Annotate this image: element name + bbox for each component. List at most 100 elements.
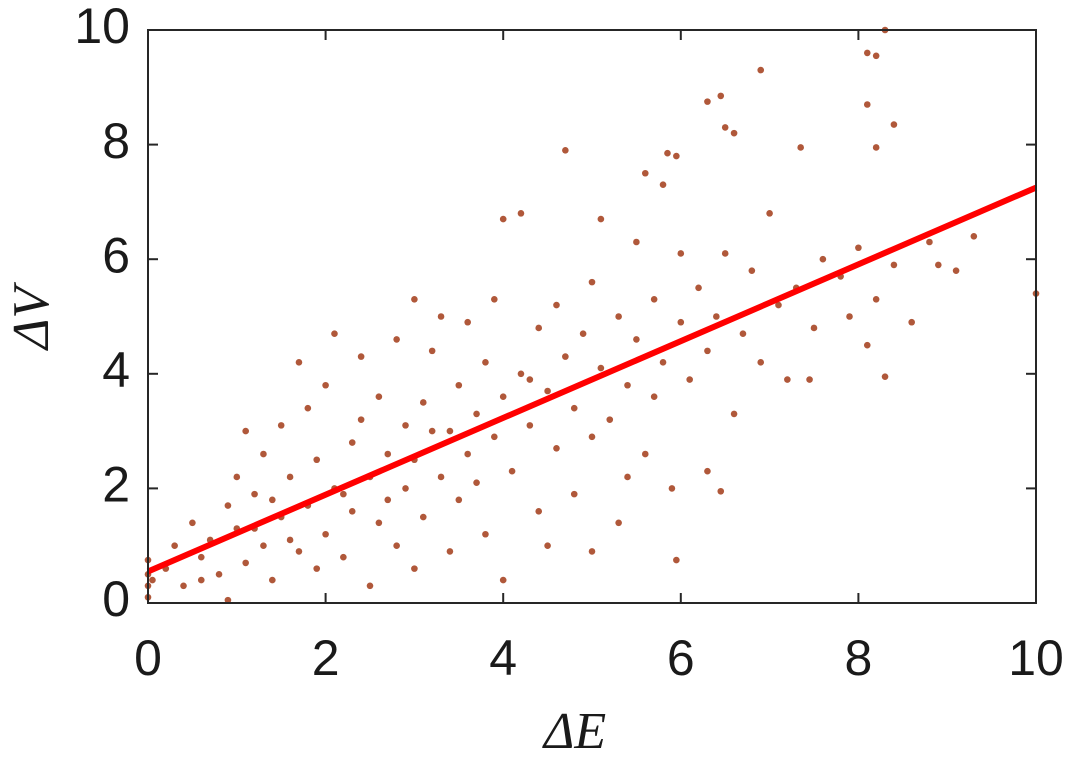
scatter-point	[673, 152, 680, 160]
scatter-point	[482, 530, 489, 538]
scatter-point	[588, 548, 596, 555]
scatter-point	[384, 450, 392, 458]
scatter-point	[704, 98, 711, 105]
scatter-point	[499, 393, 507, 401]
scatter-point	[863, 101, 871, 108]
y-tick-label: 4	[102, 342, 130, 398]
scatter-point	[340, 553, 347, 561]
scatter-point	[562, 353, 569, 360]
scatter-point	[606, 416, 614, 423]
scatter-point	[863, 49, 871, 57]
scatter-point	[757, 359, 765, 366]
scatter-point	[286, 473, 294, 481]
scatter-point	[717, 92, 725, 100]
scatter-point	[242, 427, 249, 435]
x-axis-label: ΔE	[542, 703, 606, 760]
scatter-point	[446, 427, 454, 435]
x-tick-label: 10	[1008, 630, 1064, 686]
scatter-point	[713, 313, 720, 320]
scatter-point	[393, 542, 400, 549]
scatter-point	[499, 576, 507, 584]
scatter-point	[357, 416, 365, 423]
scatter-point	[597, 364, 605, 372]
scatter-point	[189, 519, 196, 527]
scatter-point	[717, 487, 725, 495]
scatter-point	[411, 565, 418, 572]
scatter-point	[757, 66, 765, 74]
scatter-point	[872, 144, 880, 151]
scatter-point	[624, 473, 631, 481]
scatter-point	[721, 124, 729, 131]
scatter-point	[775, 301, 782, 309]
scatter-point	[650, 296, 658, 303]
scatter-point	[570, 490, 578, 498]
scatter-point	[526, 422, 534, 429]
scatter-point	[375, 393, 383, 401]
scatter-point	[269, 576, 276, 584]
scatter-point	[970, 232, 978, 240]
scatter-point	[419, 399, 427, 406]
scatter-point	[517, 210, 525, 217]
scatter-point	[295, 359, 303, 366]
scatter-point	[322, 381, 329, 389]
scatter-point	[677, 250, 685, 257]
scatter-point	[197, 576, 205, 584]
x-tick-label: 6	[667, 630, 695, 686]
scatter-point	[784, 376, 791, 383]
scatter-point	[748, 267, 756, 274]
y-axis-label: ΔV	[3, 282, 60, 352]
scatter-point	[251, 490, 258, 498]
scatter-point	[322, 530, 329, 538]
scatter-point	[437, 473, 445, 481]
scatter-point	[224, 596, 232, 604]
y-tick-label: 2	[102, 457, 130, 513]
scatter-point	[277, 422, 285, 429]
scatter-point	[624, 381, 631, 389]
scatter-point	[402, 422, 409, 429]
scatter-point	[881, 373, 889, 380]
scatter-point	[295, 548, 303, 555]
scatter-point	[810, 324, 818, 332]
scatter-point	[437, 313, 445, 320]
scatter-point	[739, 330, 747, 337]
scatter-point	[668, 485, 676, 492]
scatter-point	[149, 576, 156, 584]
scatter-point	[695, 284, 702, 292]
scatter-point	[491, 296, 498, 303]
scatter-point	[508, 467, 516, 475]
x-tick-label: 4	[489, 630, 517, 686]
scatter-point	[730, 129, 738, 137]
scatter-point	[535, 324, 543, 332]
scatter-point	[313, 565, 321, 572]
scatter-point	[366, 582, 374, 590]
scatter-point	[673, 556, 680, 564]
scatter-point	[633, 336, 640, 343]
scatter-point	[215, 571, 223, 578]
scatter-point	[544, 387, 551, 395]
scatter-point	[633, 238, 640, 246]
scatter-point	[588, 278, 596, 286]
scatter-point	[535, 508, 543, 515]
scatter-point	[846, 313, 853, 320]
scatter-point	[686, 376, 693, 383]
scatter-point	[659, 181, 667, 189]
scatter-point	[570, 404, 578, 412]
scatter-point	[384, 496, 392, 504]
scatter-point	[269, 496, 276, 504]
scatter-point	[197, 553, 205, 561]
scatter-point	[855, 244, 862, 252]
scatter-point	[357, 353, 365, 360]
x-tick-label: 8	[844, 630, 872, 686]
scatter-point	[286, 536, 294, 544]
scatter-point	[473, 479, 480, 486]
scatter-point	[482, 359, 489, 366]
scatter-point	[464, 450, 471, 458]
scatter-point	[331, 330, 338, 337]
scatter-point	[340, 490, 347, 498]
fit-line	[146, 184, 1038, 575]
scatter-point	[615, 519, 622, 527]
scatter-point	[375, 519, 383, 527]
scatter-point	[348, 439, 356, 446]
scatter-point	[819, 255, 827, 263]
